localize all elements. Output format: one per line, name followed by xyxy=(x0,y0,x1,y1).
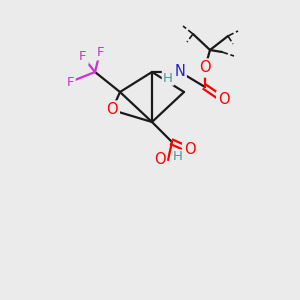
Text: H: H xyxy=(163,71,173,85)
Text: O: O xyxy=(218,92,230,107)
Text: O: O xyxy=(154,152,166,167)
Text: N: N xyxy=(175,64,185,80)
Text: H: H xyxy=(173,151,183,164)
Text: F: F xyxy=(96,46,104,59)
Text: F: F xyxy=(79,50,87,64)
Text: O: O xyxy=(184,142,196,158)
Text: O: O xyxy=(106,103,118,118)
Text: O: O xyxy=(199,61,211,76)
Text: F: F xyxy=(66,76,74,88)
